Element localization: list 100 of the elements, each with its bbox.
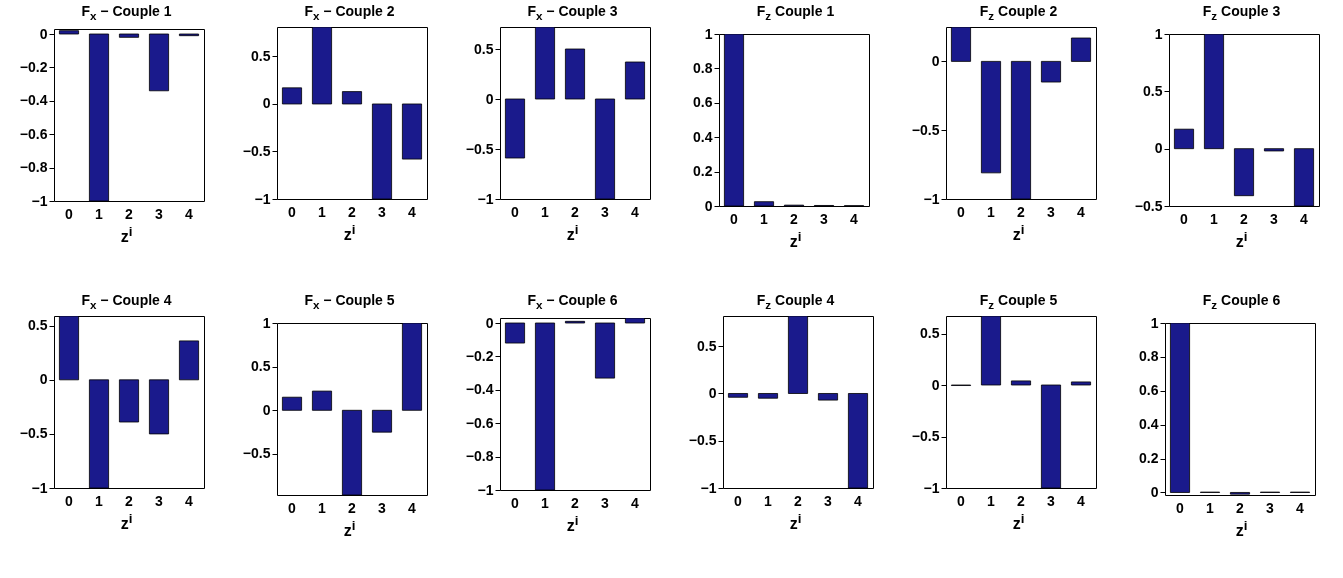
y-tick-label: 0 <box>485 90 494 107</box>
y-tick-label: 0.5 <box>251 358 271 375</box>
y-tick-label: −0.5 <box>19 425 48 442</box>
chart-title: F$_{z}$ Couple 2 <box>979 2 1058 22</box>
chart-title: F$_{z}$ Couple 3 <box>1202 2 1281 22</box>
y-tick-label: 0.5 <box>920 325 940 342</box>
chart-title: F$_{z}$ Couple 1 <box>756 2 835 22</box>
x-axis-title: z$^{i}$ <box>1235 518 1248 541</box>
x-axis-title: z$^{i}$ <box>566 513 579 536</box>
y-tick-label: 1 <box>1154 25 1163 42</box>
x-tick-label: 2 <box>125 492 134 509</box>
bar <box>119 379 139 423</box>
y-tick-label: 0.5 <box>474 40 494 57</box>
bar <box>1071 381 1091 386</box>
x-tick-label: 0 <box>511 203 520 220</box>
x-tick-label: 0 <box>65 205 74 222</box>
y-tick-label: −0.6 <box>19 125 48 142</box>
y-tick-label: 0.5 <box>697 337 717 354</box>
x-tick-label: 1 <box>318 203 327 220</box>
y-tick-label: −1 <box>700 479 717 496</box>
y-tick-label: 0.8 <box>1139 348 1159 365</box>
x-tick-label: 0 <box>1180 210 1189 227</box>
bar <box>179 340 199 381</box>
x-tick-label: 3 <box>1047 203 1056 220</box>
x-tick-label: 1 <box>987 492 996 509</box>
chart-title: F$_{z}$ Couple 6 <box>1202 291 1281 311</box>
x-tick-label: 3 <box>820 210 829 227</box>
y-tick-label: −0.5 <box>465 140 494 157</box>
bar <box>1071 37 1091 62</box>
bar <box>342 91 362 105</box>
x-tick-label: 0 <box>730 210 739 227</box>
y-tick-label: 0 <box>931 52 940 69</box>
chart-title: F$_{x}$ − Couple 2 <box>304 2 395 22</box>
x-tick-label: 1 <box>318 499 327 516</box>
x-tick-label: 4 <box>1077 203 1086 220</box>
bar <box>149 379 169 435</box>
x-tick-label: 1 <box>987 203 996 220</box>
y-tick-label: 1 <box>262 314 271 331</box>
y-tick-label: −0.8 <box>465 448 494 465</box>
x-tick-label: 0 <box>511 494 520 511</box>
x-tick-label: 4 <box>850 210 859 227</box>
x-tick-label: 0 <box>957 203 966 220</box>
x-tick-label: 2 <box>1236 499 1245 516</box>
chart-title: F$_{z}$ Couple 4 <box>756 291 835 311</box>
bar <box>981 61 1001 174</box>
bar <box>505 98 525 159</box>
x-tick-label: 0 <box>288 499 297 516</box>
y-tick-label: 0 <box>1154 140 1163 157</box>
y-tick-label: −1 <box>923 190 940 207</box>
x-tick-label: 3 <box>1047 492 1056 509</box>
chart-title: F$_{x}$ − Couple 4 <box>81 291 172 311</box>
y-tick-label: 0 <box>931 376 940 393</box>
x-tick-label: 2 <box>125 205 134 222</box>
x-tick-label: 1 <box>1210 210 1219 227</box>
bar <box>372 409 392 433</box>
y-tick-label: 1 <box>1150 314 1159 331</box>
bar <box>625 61 645 100</box>
x-tick-label: 1 <box>95 492 104 509</box>
y-tick-label: −0.4 <box>19 92 48 109</box>
y-tick-label: −0.5 <box>242 142 271 159</box>
x-tick-label: 0 <box>957 492 966 509</box>
y-tick-label: −0.8 <box>19 159 48 176</box>
x-tick-label: 1 <box>1206 499 1215 516</box>
bar <box>1264 148 1284 152</box>
x-axis-title: z$^{i}$ <box>343 518 356 541</box>
x-tick-label: 4 <box>631 494 640 511</box>
y-tick-label: 0 <box>708 384 717 401</box>
x-tick-label: 1 <box>764 492 773 509</box>
x-tick-label: 4 <box>854 492 863 509</box>
y-tick-label: 0.2 <box>693 163 713 180</box>
x-tick-label: 0 <box>65 492 74 509</box>
y-tick-label: −1 <box>254 190 271 207</box>
x-tick-label: 0 <box>288 203 297 220</box>
x-tick-label: 3 <box>155 205 164 222</box>
x-tick-label: 4 <box>185 492 194 509</box>
y-tick-label: 0 <box>39 25 48 42</box>
x-tick-label: 4 <box>1300 210 1309 227</box>
x-tick-label: 3 <box>1266 499 1275 516</box>
x-tick-label: 3 <box>824 492 833 509</box>
bar <box>402 103 422 160</box>
y-tick-label: −0.2 <box>465 347 494 364</box>
x-tick-label: 4 <box>408 499 417 516</box>
y-tick-label: −0.4 <box>465 381 494 398</box>
x-axis-title: z$^{i}$ <box>1235 229 1248 252</box>
x-tick-label: 3 <box>601 494 610 511</box>
y-tick-label: 0.8 <box>693 59 713 76</box>
x-tick-label: 4 <box>1077 492 1086 509</box>
bar <box>282 396 302 411</box>
x-axis-title: z$^{i}$ <box>120 224 133 247</box>
x-tick-label: 2 <box>790 210 799 227</box>
y-tick-label: 0.2 <box>1139 450 1159 467</box>
y-tick-label: −0.5 <box>911 428 940 444</box>
x-tick-label: 0 <box>734 492 743 509</box>
x-tick-label: 4 <box>408 203 417 220</box>
bar <box>312 390 332 411</box>
y-tick-label: 0 <box>262 95 271 112</box>
y-tick-label: 0.5 <box>1143 82 1163 99</box>
x-axis-title: z$^{i}$ <box>566 222 579 245</box>
y-tick-label: 0.4 <box>693 128 713 145</box>
y-tick-label: −1 <box>477 481 494 498</box>
